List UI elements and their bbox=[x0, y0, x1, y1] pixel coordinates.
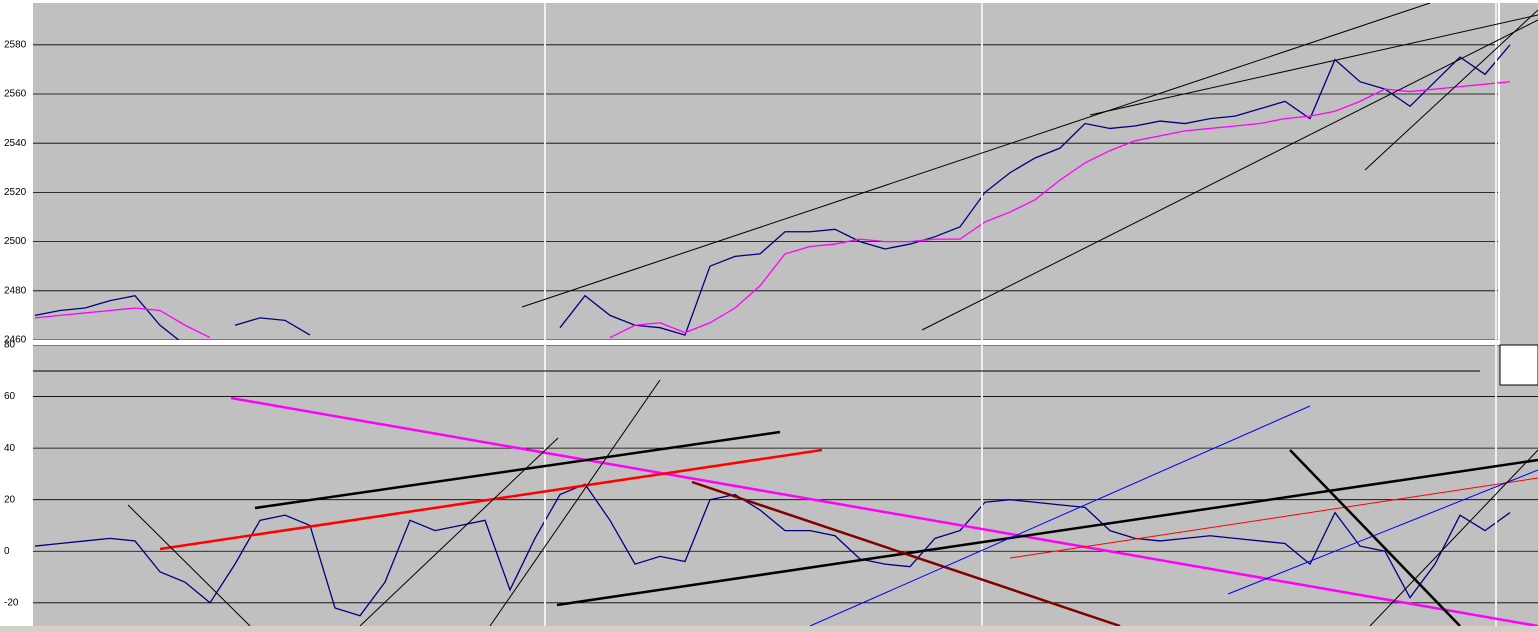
trend-line bbox=[1009, 477, 1538, 559]
trend-line bbox=[1089, 14, 1538, 116]
y-tick-label: -20 bbox=[4, 597, 19, 608]
trend-line bbox=[127, 504, 251, 626]
trend-lines bbox=[521, 3, 1538, 331]
trend-line bbox=[921, 19, 1538, 331]
separators bbox=[33, 3, 1497, 626]
y-tick-label: 60 bbox=[4, 391, 16, 402]
y-tick-label: 2500 bbox=[4, 236, 27, 247]
trend-line bbox=[359, 437, 559, 626]
series-line bbox=[34, 483, 1511, 617]
y-tick-label: 2460 bbox=[4, 335, 27, 346]
trend-line bbox=[230, 396, 1538, 626]
series-line bbox=[609, 81, 1511, 339]
series-line bbox=[234, 317, 311, 336]
y-tick-label: 2540 bbox=[4, 138, 27, 149]
y-tick-label: 2560 bbox=[4, 89, 27, 100]
trend-line bbox=[1289, 449, 1461, 626]
trend-line bbox=[254, 430, 781, 510]
oscillator-lines bbox=[33, 370, 1538, 626]
trend-line bbox=[691, 480, 1121, 626]
y-tick-label: 40 bbox=[4, 443, 16, 454]
y-tick-label: 2580 bbox=[4, 39, 27, 50]
trend-line bbox=[521, 3, 1431, 308]
trend-line bbox=[556, 458, 1538, 607]
trend-line bbox=[489, 379, 661, 626]
y-tick-label: 20 bbox=[4, 494, 16, 505]
y-tick-label: 2480 bbox=[4, 285, 27, 296]
series-line bbox=[34, 295, 180, 340]
trend-line bbox=[1369, 449, 1538, 626]
y-tick-label: 80 bbox=[4, 340, 16, 351]
trend-line bbox=[809, 405, 1311, 626]
trend-line bbox=[159, 448, 823, 551]
price-pane bbox=[33, 3, 1498, 340]
series-line bbox=[34, 307, 211, 339]
trend-line bbox=[1364, 9, 1538, 171]
side-box bbox=[1499, 344, 1538, 386]
side-pane bbox=[1500, 3, 1538, 398]
plot bbox=[33, 345, 1538, 617]
trend-line bbox=[1227, 469, 1538, 595]
series-line bbox=[559, 44, 1511, 336]
oscillator-pane bbox=[33, 345, 1538, 626]
y-tick-label: 2520 bbox=[4, 187, 27, 198]
status-bar bbox=[0, 626, 1538, 632]
plot bbox=[33, 44, 1511, 340]
y-tick-label: 0 bbox=[4, 546, 10, 557]
